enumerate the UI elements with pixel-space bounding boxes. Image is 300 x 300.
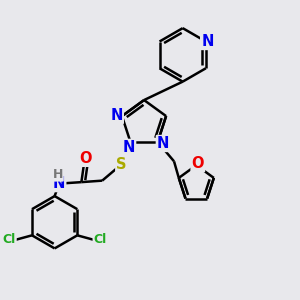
Text: H: H [52,168,63,181]
Text: N: N [201,34,214,49]
Text: O: O [80,151,92,166]
Text: O: O [192,156,204,171]
Text: N: N [110,108,123,123]
Text: N: N [123,140,135,155]
Text: S: S [116,157,127,172]
Text: Cl: Cl [94,233,107,246]
Text: N: N [157,136,169,151]
Text: Cl: Cl [2,233,16,246]
Text: N: N [53,176,65,191]
